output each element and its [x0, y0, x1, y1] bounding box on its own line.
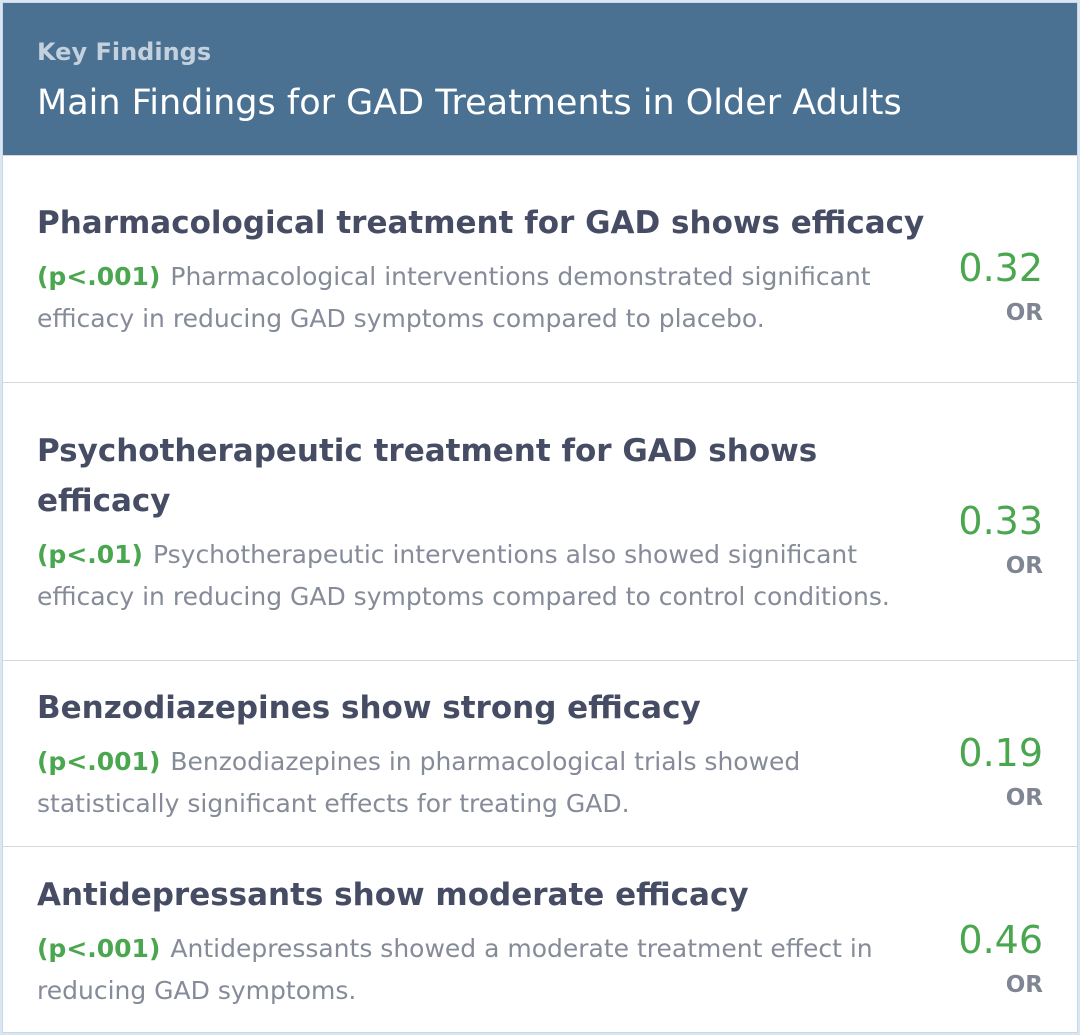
metric-value: 0.33 — [958, 498, 1043, 543]
p-value: (p<.001) — [37, 746, 161, 776]
finding-row-benzodiazepines: Benzodiazepines show strong efficacy (p<… — [3, 660, 1077, 846]
p-value: (p<.001) — [37, 262, 161, 291]
p-value: (p<.001) — [37, 933, 161, 963]
finding-description-block: (p<.001) Pharmacological interventions de… — [37, 256, 943, 340]
odds-ratio-metric: 0.33 OR — [943, 461, 1043, 583]
finding-text: Benzodiazepines show strong efficacy (p<… — [37, 683, 943, 825]
header-eyebrow: Key Findings — [37, 38, 212, 66]
finding-row-psychotherapeutic: Psychotherapeutic treatment for GAD show… — [3, 382, 1077, 660]
odds-ratio-metric: 0.32 OR — [943, 208, 1043, 330]
finding-description-block: (p<.001) Antidepressants showed a moderat… — [37, 928, 943, 1012]
metric-value: 0.32 — [958, 246, 1043, 290]
finding-title: Antidepressants show moderate efficacy — [37, 876, 749, 913]
finding-description: Psychotherapeutic interventions also sho… — [37, 539, 890, 611]
finding-row-pharmacological: Pharmacological treatment for GAD shows … — [3, 155, 1077, 382]
odds-ratio-metric: 0.46 OR — [943, 880, 1043, 1002]
finding-text: Pharmacological treatment for GAD shows … — [37, 198, 943, 340]
finding-title: Pharmacological treatment for GAD shows … — [37, 205, 925, 241]
metric-unit: OR — [1005, 300, 1043, 326]
header-title: Main Findings for GAD Treatments in Olde… — [37, 83, 902, 123]
finding-text: Psychotherapeutic treatment for GAD show… — [37, 426, 943, 618]
finding-description: Antidepressants showed a moderate treatm… — [37, 933, 873, 1005]
finding-row-antidepressants: Antidepressants show moderate efficacy (… — [3, 846, 1077, 1032]
metric-unit: OR — [1005, 784, 1043, 811]
finding-title: Benzodiazepines show strong efficacy — [37, 689, 701, 726]
metric-value: 0.19 — [958, 730, 1043, 775]
finding-description-block: (p<.001) Benzodiazepines in pharmacologic… — [37, 741, 943, 825]
finding-description-block: (p<.01) Psychotherapeutic interventions a… — [37, 534, 943, 618]
finding-text: Antidepressants show moderate efficacy (… — [37, 870, 943, 1012]
finding-description: Pharmacological interventions demonstrat… — [37, 262, 871, 333]
metric-value: 0.46 — [958, 917, 1043, 962]
card-header: Key Findings Main Findings for GAD Treat… — [3, 3, 1077, 155]
finding-title: Psychotherapeutic treatment for GAD show… — [37, 432, 818, 519]
metric-unit: OR — [1005, 971, 1043, 998]
finding-description: Benzodiazepines in pharmacological trial… — [37, 746, 801, 818]
metric-unit: OR — [1005, 552, 1043, 579]
p-value: (p<.01) — [37, 539, 143, 569]
odds-ratio-metric: 0.19 OR — [943, 693, 1043, 815]
